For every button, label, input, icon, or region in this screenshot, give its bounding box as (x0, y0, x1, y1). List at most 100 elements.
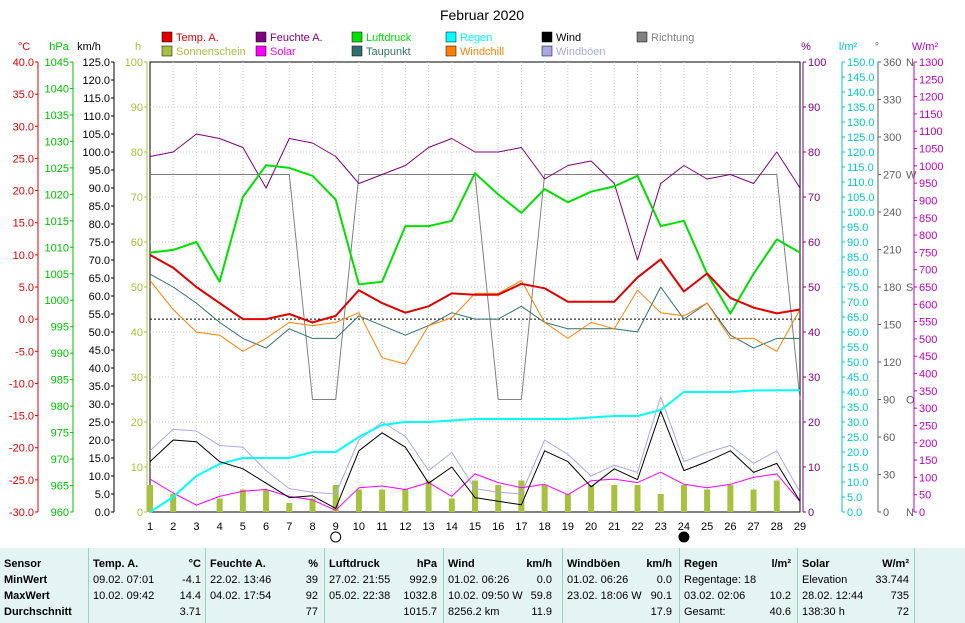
pressure-tick-label: 990 (51, 348, 69, 360)
gust-min-date: 01.02. (567, 574, 598, 586)
wind-axis-label: km/h (77, 41, 101, 53)
humidity-tick-label: 50 (808, 282, 820, 294)
wind-avg-value: 11.9 (531, 606, 552, 618)
legend-swatch (161, 45, 173, 57)
direction-tick-label: 60 (883, 432, 895, 444)
humidity-tick-label: 20 (808, 417, 820, 429)
wind-min-value: 0.0 (536, 574, 552, 586)
rain-tick-label: 120.0 (847, 147, 875, 159)
wind-tick-label: 40.0 (89, 363, 110, 375)
solar-tick-label: 950 (919, 178, 937, 190)
direction-tick-label: 330 (883, 95, 901, 107)
wind-tick-label: 5.0 (95, 489, 110, 501)
x-tick-label: 19 (562, 521, 574, 533)
temp-tick-label: 0.0 (19, 314, 34, 326)
pressure-tick-label: 1005 (45, 269, 69, 281)
temp-tick-label: -25.0 (9, 475, 34, 487)
legend-swatch (445, 31, 457, 43)
solar-tick-label: 1050 (919, 144, 943, 156)
chart-title: Februar 2020 (440, 7, 524, 23)
sunshine-bar (472, 480, 478, 512)
sunshine-bar (588, 485, 595, 512)
rain-tick-label: 75.0 (847, 282, 868, 294)
x-tick-label: 6 (263, 521, 269, 533)
sun-tick-label: 30 (131, 372, 143, 384)
gust-avg-value: 17.9 (650, 606, 672, 618)
rain-tick-label: 115.0 (847, 162, 874, 174)
sunshine-bar (704, 489, 711, 512)
humidity-min-date: 22.02. (210, 574, 241, 586)
temp-max-date: 10.02. (93, 590, 124, 602)
direction-dir-label: W (906, 170, 917, 182)
x-tick-label: 29 (794, 521, 806, 533)
wind-tick-label: 85.0 (89, 201, 110, 213)
temp-tick-label: -10.0 (9, 378, 34, 390)
solar-tick-label: 1100 (919, 126, 943, 138)
humidity-tick-label: 80 (808, 147, 820, 159)
sun-tick-label: 60 (131, 237, 143, 249)
pressure-tick-label: 965 (51, 481, 69, 493)
stats-empty-panel (914, 548, 965, 623)
rain-tick-label: 20.0 (847, 447, 868, 459)
pressure-tick-label: 1045 (45, 57, 69, 69)
direction-tick-label: 360 (883, 57, 901, 69)
moon-new-icon (678, 531, 690, 543)
temp-tick-label: 20.0 (13, 186, 34, 198)
pressure-tick-label: 1040 (45, 83, 69, 95)
solar-tick-label: 700 (919, 265, 937, 277)
rain-max-value: 10.2 (769, 590, 791, 602)
sunshine-bar (332, 485, 339, 512)
wind-tick-label: 115.0 (83, 93, 110, 105)
solar-tick-label: 650 (919, 282, 937, 294)
x-tick-label: 20 (585, 521, 597, 533)
pressure-min-date: 27.02. (329, 574, 360, 586)
gust-max-time: 18:06 (600, 590, 629, 602)
x-tick-label: 17 (515, 521, 527, 533)
sunshine-bar (379, 489, 386, 512)
legend-swatch (636, 31, 648, 43)
row-label-min: MinWert (4, 574, 48, 586)
solar-axis-label: W/m² (912, 41, 939, 53)
rain-days: Regentage: 18 (684, 574, 757, 586)
wind-tick-label: 105.0 (82, 129, 110, 141)
legend-swatch (541, 45, 553, 57)
sun-tick-label: 40 (131, 327, 143, 339)
rain-tick-label: 55.0 (847, 342, 868, 354)
wind-title: Wind (448, 558, 475, 570)
humidity-tick-label: 60 (808, 237, 820, 249)
solar-tick-label: 250 (919, 420, 937, 432)
rain-tick-label: 30.0 (847, 417, 868, 429)
direction-dir-label: N (906, 507, 914, 519)
legend-swatch (351, 31, 363, 43)
wind-max-time: 09:50 (481, 590, 510, 602)
wind-tick-label: 125.0 (82, 57, 110, 69)
solar-tick-label: 800 (919, 230, 937, 242)
temp-tick-label: -5.0 (15, 346, 34, 358)
wind-distance: 8256.2 km (448, 606, 500, 618)
legend-swatch (255, 45, 267, 57)
x-tick-label: 11 (376, 521, 387, 533)
rain-tick-label: 125.0 (847, 132, 875, 144)
rain-tick-label: 10.0 (847, 477, 868, 489)
series-line-temp-a (149, 254, 801, 324)
x-tick-label: 8 (309, 521, 315, 533)
solar-tick-label: 0 (919, 507, 925, 519)
sunshine-bar (541, 485, 548, 512)
gust-max-value: 90.1 (650, 590, 672, 602)
rain-tick-label: 5.0 (847, 492, 862, 504)
humidity-min-time: 13:46 (243, 574, 272, 586)
wind-min-date: 01.02. (448, 574, 479, 586)
x-tick-label: 27 (747, 521, 759, 533)
legend-label: Windböen (556, 46, 606, 58)
direction-tick-label: 300 (883, 132, 901, 144)
rain-tick-label: 50.0 (847, 357, 868, 369)
wind-tick-label: 0.0 (95, 507, 110, 519)
rain-tick-label: 140.0 (847, 87, 875, 99)
pressure-tick-label: 985 (51, 375, 69, 387)
wind-tick-label: 75.0 (89, 237, 110, 249)
rain-tick-label: 70.0 (847, 297, 868, 309)
wind-tick-label: 110.0 (83, 111, 110, 123)
x-tick-label: 25 (701, 521, 713, 533)
wind-tick-label: 15.0 (89, 453, 110, 465)
rain-tick-label: 145.0 (847, 72, 875, 84)
